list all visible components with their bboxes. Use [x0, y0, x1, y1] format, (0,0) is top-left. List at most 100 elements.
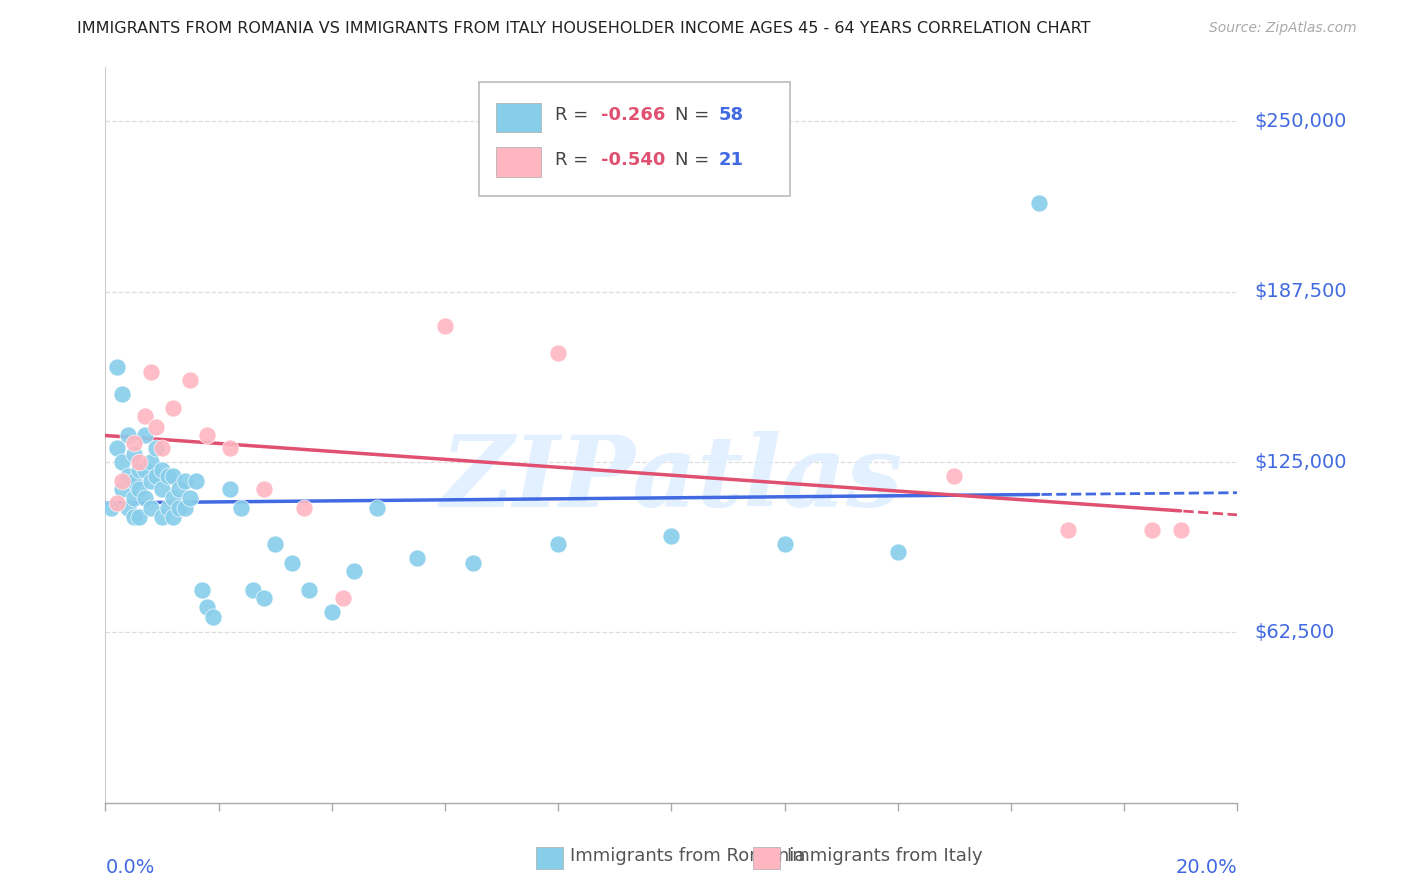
Point [150, 483, 173, 497]
Point [179, 491, 201, 505]
Point [128, 509, 150, 524]
Point [201, 610, 224, 624]
Point [405, 550, 427, 565]
Point [145, 468, 167, 483]
Point [145, 442, 167, 456]
Point [332, 591, 354, 606]
Bar [496, 103, 541, 132]
Point [661, 529, 683, 543]
Point [117, 468, 139, 483]
Point [122, 474, 145, 488]
Text: -0.540: -0.540 [602, 151, 665, 169]
Point [281, 556, 304, 570]
Text: 21: 21 [718, 151, 744, 169]
Point [105, 496, 128, 510]
Point [190, 583, 212, 598]
Point [167, 501, 190, 516]
Point [1170, 523, 1192, 537]
Y-axis label: Householder Income Ages 45 - 64 years: Householder Income Ages 45 - 64 years [0, 268, 8, 601]
Point [134, 463, 156, 477]
Point [463, 556, 485, 570]
Text: ZIPatlas: ZIPatlas [440, 431, 903, 527]
Point [343, 564, 366, 578]
Text: IMMIGRANTS FROM ROMANIA VS IMMIGRANTS FROM ITALY HOUSEHOLDER INCOME AGES 45 - 64: IMMIGRANTS FROM ROMANIA VS IMMIGRANTS FR… [77, 21, 1091, 36]
Point [128, 463, 150, 477]
Text: $125,000: $125,000 [1254, 452, 1347, 472]
Point [134, 409, 156, 423]
Text: R =: R = [555, 151, 593, 169]
Point [773, 537, 796, 551]
Point [231, 501, 253, 516]
Point [111, 483, 134, 497]
Point [219, 483, 242, 497]
Point [100, 501, 122, 516]
Point [167, 483, 190, 497]
Point [162, 491, 184, 505]
Point [253, 483, 276, 497]
Bar [536, 847, 562, 869]
Text: Immigrants from Italy: Immigrants from Italy [787, 847, 983, 864]
Point [105, 442, 128, 456]
Point [139, 501, 162, 516]
Point [128, 483, 150, 497]
Point [128, 455, 150, 469]
Point [264, 537, 287, 551]
Point [173, 501, 195, 516]
Point [150, 463, 173, 477]
Text: 58: 58 [718, 106, 744, 125]
Point [134, 427, 156, 442]
Point [547, 346, 569, 360]
Point [111, 387, 134, 401]
Point [150, 509, 173, 524]
Text: Immigrants from Romania: Immigrants from Romania [569, 847, 806, 864]
Point [122, 447, 145, 461]
Point [156, 501, 179, 516]
Text: 0.0%: 0.0% [105, 858, 155, 878]
Point [139, 474, 162, 488]
Point [179, 373, 201, 387]
Point [195, 599, 218, 614]
Point [292, 501, 315, 516]
Text: N =: N = [675, 151, 714, 169]
Point [433, 318, 456, 333]
Point [139, 455, 162, 469]
Point [162, 468, 184, 483]
Text: $187,500: $187,500 [1254, 282, 1347, 301]
Point [173, 474, 195, 488]
Point [184, 474, 207, 488]
Point [139, 365, 162, 379]
Text: $250,000: $250,000 [1254, 112, 1347, 131]
Point [156, 468, 179, 483]
Point [1056, 523, 1078, 537]
Point [1028, 196, 1050, 211]
FancyBboxPatch shape [479, 81, 790, 195]
Point [547, 537, 569, 551]
Text: N =: N = [675, 106, 714, 125]
Point [219, 442, 242, 456]
Text: -0.266: -0.266 [602, 106, 665, 125]
Point [253, 591, 276, 606]
Text: $62,500: $62,500 [1254, 623, 1334, 642]
Point [366, 501, 388, 516]
Point [195, 427, 218, 442]
Point [145, 419, 167, 434]
Point [111, 474, 134, 488]
Point [242, 583, 264, 598]
Point [111, 455, 134, 469]
Point [105, 359, 128, 374]
Point [122, 436, 145, 450]
Point [1142, 523, 1164, 537]
Point [321, 605, 343, 619]
Point [122, 509, 145, 524]
Point [117, 427, 139, 442]
Point [943, 468, 966, 483]
Point [150, 442, 173, 456]
Text: R =: R = [555, 106, 593, 125]
Text: 20.0%: 20.0% [1175, 858, 1237, 878]
Point [117, 501, 139, 516]
Bar [752, 847, 780, 869]
Point [122, 491, 145, 505]
Point [887, 545, 910, 559]
Bar [496, 147, 541, 177]
Point [162, 401, 184, 415]
